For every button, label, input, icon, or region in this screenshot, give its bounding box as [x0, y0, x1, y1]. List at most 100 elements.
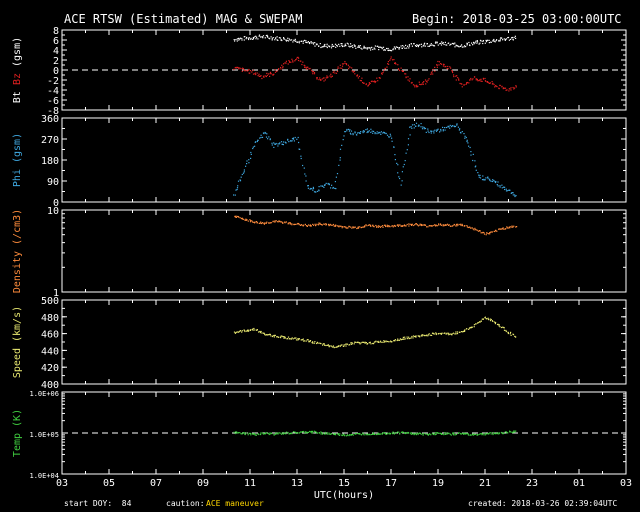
data-point: [512, 334, 515, 336]
data-point: [489, 179, 491, 182]
data-point: [373, 130, 375, 132]
data-point: [510, 331, 512, 333]
data-point: [372, 132, 374, 134]
data-point: [326, 433, 328, 435]
data-point: [285, 431, 288, 433]
data-point: [318, 186, 320, 188]
data-point: [343, 135, 345, 137]
data-point: [389, 432, 391, 435]
data-point: [236, 38, 238, 40]
data-point: [486, 232, 488, 234]
data-point: [442, 129, 444, 131]
data-point: [424, 42, 426, 44]
data-point: [312, 223, 314, 225]
data-point: [355, 433, 357, 435]
data-point: [494, 432, 496, 435]
data-point: [304, 173, 306, 175]
data-point: [368, 224, 370, 226]
data-point: [397, 68, 400, 70]
data-point: [250, 151, 252, 154]
data-point: [307, 187, 309, 189]
data-point: [490, 180, 492, 182]
data-point: [401, 180, 403, 182]
data-point: [250, 157, 252, 159]
data-point: [382, 132, 384, 134]
data-point: [363, 45, 365, 47]
data-point: [485, 234, 487, 236]
data-point: [326, 43, 328, 45]
data-point: [407, 45, 409, 47]
data-point: [475, 229, 477, 231]
data-point: [380, 131, 382, 133]
data-point: [392, 433, 394, 435]
data-point: [415, 432, 417, 434]
data-point: [472, 228, 474, 230]
data-point: [362, 433, 364, 435]
data-point: [514, 195, 516, 198]
data-point: [488, 233, 490, 235]
data-point: [391, 225, 393, 227]
data-point: [341, 144, 343, 146]
data-point: [398, 431, 400, 433]
data-point: [269, 73, 271, 75]
data-point: [477, 434, 479, 436]
data-point: [320, 343, 322, 345]
data-point: [355, 47, 357, 49]
data-point: [447, 126, 449, 128]
data-point: [280, 68, 282, 70]
data-point: [503, 186, 505, 188]
data-point: [368, 433, 370, 435]
data-point: [382, 46, 385, 48]
series-bz: [233, 56, 517, 92]
data-point: [472, 78, 474, 80]
y-tick-label: 0: [53, 66, 59, 77]
data-point: [461, 223, 463, 225]
data-point: [476, 42, 478, 44]
data-point: [490, 41, 492, 43]
data-point: [330, 76, 332, 78]
data-point: [509, 431, 511, 433]
x-tick-label: 21: [479, 478, 491, 489]
data-point: [460, 223, 462, 225]
data-point: [236, 431, 238, 433]
data-point: [456, 45, 459, 47]
data-point: [274, 39, 276, 41]
data-point: [306, 225, 308, 227]
data-point: [250, 37, 252, 39]
data-point: [393, 59, 395, 61]
data-point: [312, 42, 314, 44]
data-point: [378, 131, 380, 133]
data-point: [400, 184, 402, 186]
data-point: [351, 342, 353, 344]
data-point: [275, 143, 277, 145]
data-point: [363, 82, 365, 84]
data-point: [496, 432, 498, 434]
data-point: [505, 188, 507, 190]
data-point: [386, 340, 388, 343]
data-point: [459, 223, 461, 226]
data-point: [404, 47, 406, 49]
data-point: [349, 66, 351, 68]
data-point: [466, 43, 468, 45]
data-point: [333, 45, 335, 47]
data-point: [474, 42, 476, 44]
data-point: [291, 433, 293, 435]
data-point: [427, 433, 429, 435]
data-point: [435, 225, 437, 227]
data-point: [277, 69, 280, 71]
data-point: [431, 432, 434, 434]
data-point: [291, 58, 293, 60]
y-tick-label: 180: [41, 156, 59, 167]
data-point: [383, 341, 385, 343]
data-point: [419, 44, 421, 46]
data-point: [456, 333, 459, 335]
data-point: [300, 431, 302, 433]
data-point: [499, 40, 501, 42]
data-point: [325, 223, 327, 225]
data-point: [259, 75, 261, 77]
data-point: [248, 432, 250, 434]
data-point: [347, 434, 349, 436]
data-point: [478, 230, 481, 232]
